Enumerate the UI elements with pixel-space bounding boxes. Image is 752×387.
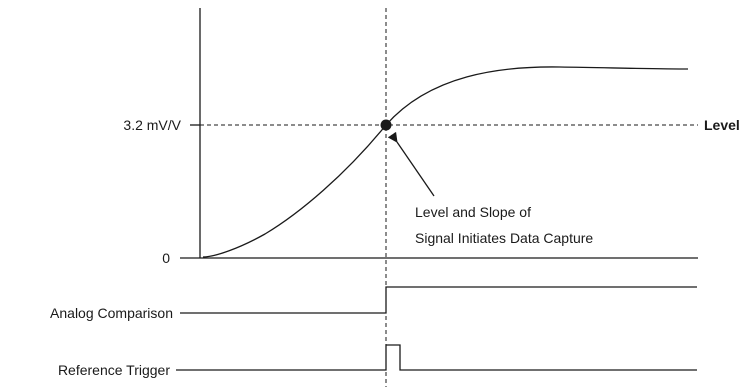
analog-signal-curve <box>202 66 689 258</box>
y-zero-label: 0 <box>162 250 170 266</box>
y-level-label: 3.2 mV/V <box>123 117 181 133</box>
reference-trigger-label: Reference Trigger <box>58 362 170 378</box>
analog-comparison-label: Analog Comparison <box>50 305 173 321</box>
annotation-arrow <box>387 131 435 197</box>
level-line-label: Level <box>704 117 740 133</box>
trigger-point-dot <box>380 119 392 131</box>
annotation-line-2: Signal Initiates Data Capture <box>415 230 593 246</box>
annotation-line-1: Level and Slope of <box>415 204 531 220</box>
analog-comparison-waveform <box>180 286 697 314</box>
reference-trigger-waveform <box>176 344 697 371</box>
